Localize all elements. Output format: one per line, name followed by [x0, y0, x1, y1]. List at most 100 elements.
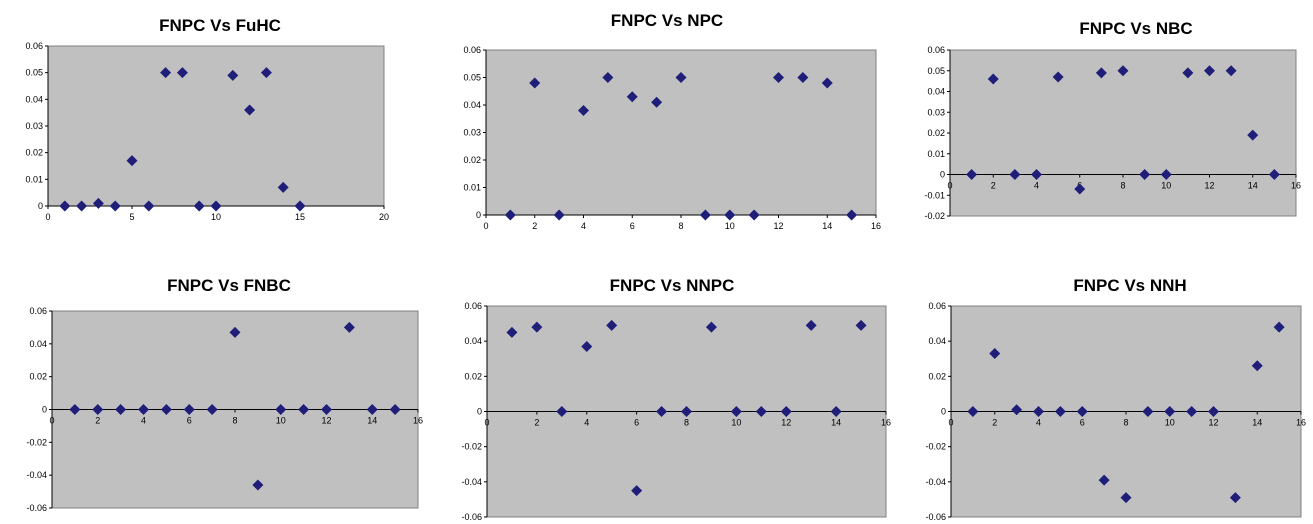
data-point	[748, 209, 760, 221]
x-tick-label: 14	[1248, 181, 1258, 191]
data-point	[529, 77, 541, 89]
data-point	[602, 72, 614, 83]
data-point	[1052, 71, 1064, 83]
x-tick-label: 14	[367, 416, 377, 426]
data-point	[143, 200, 155, 212]
y-tick-label: 0.04	[927, 87, 945, 97]
data-point	[797, 72, 809, 83]
y-tick-label: 0.05	[25, 68, 43, 78]
chart-title: FNPC Vs NBC	[1079, 19, 1192, 38]
y-tick-label: 0.06	[464, 301, 482, 311]
data-point	[780, 406, 792, 417]
data-point	[1031, 169, 1042, 180]
y-tick-label: -0.01	[924, 190, 945, 200]
x-tick-label: 8	[678, 221, 683, 231]
data-point	[1033, 406, 1044, 417]
x-tick-label: 0	[49, 416, 54, 426]
x-tick-label: 14	[831, 418, 841, 428]
data-point	[92, 404, 104, 415]
x-tick-label: 6	[187, 416, 192, 426]
plot-area	[949, 49, 1297, 217]
x-tick-label: 16	[413, 416, 423, 426]
data-point	[1076, 406, 1088, 417]
data-point	[366, 404, 378, 415]
data-point	[1204, 65, 1215, 77]
data-point	[631, 485, 643, 497]
y-tick-label: 0	[476, 210, 481, 220]
chart-title: FNPC Vs NNH	[1073, 276, 1186, 295]
x-tick-label: 2	[532, 221, 537, 231]
chart-title: FNPC Vs NPC	[611, 11, 723, 30]
y-tick-label: -0.04	[461, 477, 482, 487]
data-point	[626, 91, 638, 103]
data-point	[730, 406, 742, 417]
x-tick-label: 4	[1034, 181, 1039, 191]
data-point	[1273, 321, 1285, 333]
chart-panel-4: FNPC Vs FNBC -0.06 -0.04 -0.02 0 0.02 0.04 0.06…	[26, 276, 423, 513]
y-tick-label: -0.04	[925, 477, 946, 487]
y-tick-label: -0.06	[925, 512, 946, 522]
y-tick-label: 0.06	[928, 301, 946, 311]
data-point	[966, 169, 978, 180]
x-tick-label: 12	[321, 416, 331, 426]
y-tick-label: 0.01	[927, 149, 945, 159]
y-tick-label: 0.02	[463, 155, 481, 165]
x-tick-label: 12	[1204, 181, 1214, 191]
x-tick-label: 14	[822, 221, 832, 231]
x-tick-label: 10	[1165, 418, 1175, 428]
data-point	[206, 404, 218, 415]
data-point	[244, 104, 256, 116]
x-tick-label: 16	[1291, 181, 1301, 191]
y-tick-label: 0.06	[29, 306, 47, 316]
chart-title: FNPC Vs FuHC	[159, 16, 281, 35]
x-tick-label: 14	[1252, 418, 1262, 428]
x-tick-label: 4	[581, 221, 586, 231]
y-tick-label: 0.02	[928, 371, 946, 381]
data-point	[1164, 406, 1176, 417]
y-tick-label: 0.03	[927, 107, 945, 117]
data-point	[1095, 67, 1107, 79]
data-point	[69, 404, 81, 415]
data-point	[506, 326, 518, 338]
data-point	[1208, 406, 1219, 417]
y-tick-label: 0	[940, 170, 945, 180]
data-point	[855, 319, 867, 331]
x-tick-label: 10	[211, 212, 221, 222]
data-point	[989, 347, 1001, 359]
x-tick-label: 8	[1123, 418, 1128, 428]
y-tick-label: -0.02	[924, 211, 945, 221]
x-tick-label: 10	[725, 221, 735, 231]
x-tick-label: 16	[881, 418, 891, 428]
data-point	[1268, 169, 1280, 180]
data-point	[1098, 474, 1110, 486]
x-tick-label: 4	[1036, 418, 1041, 428]
x-tick-label: 0	[45, 212, 50, 222]
x-tick-label: 10	[1161, 181, 1171, 191]
x-tick-label: 10	[276, 416, 286, 426]
y-tick-label: -0.06	[461, 512, 482, 522]
data-point	[805, 319, 817, 331]
y-tick-label: 0	[38, 201, 43, 211]
x-tick-label: 16	[1296, 418, 1306, 428]
data-point	[531, 321, 543, 333]
y-tick-label: -0.02	[26, 437, 47, 447]
x-tick-label: 2	[534, 418, 539, 428]
data-point	[773, 72, 784, 83]
y-tick-label: 0.04	[463, 100, 481, 110]
data-point	[294, 200, 306, 212]
data-point	[126, 155, 138, 167]
chart-panel-5: FNPC Vs NNPC -0.06 -0.04 -0.02 0 0.02 0.04 0.06…	[461, 276, 891, 522]
x-tick-label: 12	[773, 221, 783, 231]
y-tick-label: 0.06	[463, 45, 481, 55]
y-tick-label: 0.04	[25, 94, 43, 104]
y-tick-label: 0.01	[25, 174, 43, 184]
data-point	[298, 404, 310, 415]
data-point	[1054, 406, 1066, 417]
data-point	[160, 404, 172, 415]
x-tick-label: 20	[379, 212, 389, 222]
data-point	[343, 321, 355, 333]
y-tick-label: -0.06	[26, 503, 47, 513]
y-tick-label: 0.06	[25, 41, 43, 51]
y-tick-label: 0.02	[25, 148, 43, 158]
